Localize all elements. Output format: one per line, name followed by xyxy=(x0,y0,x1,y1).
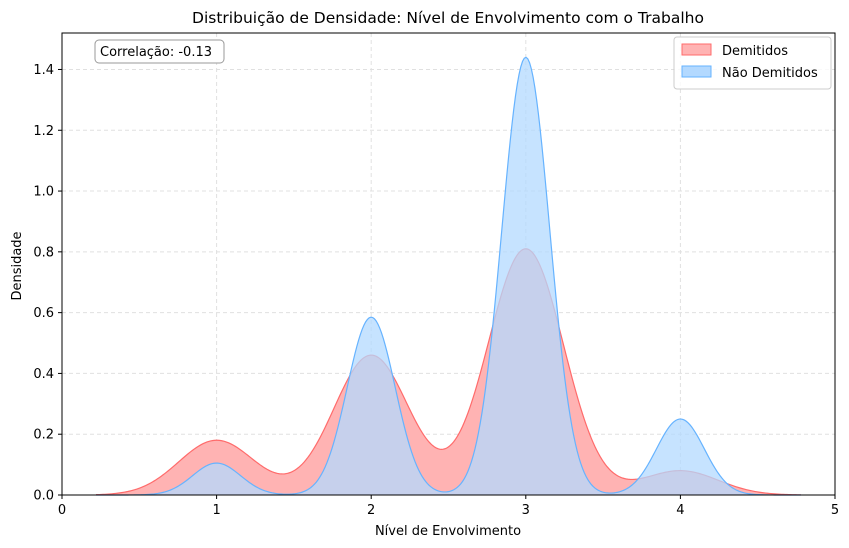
legend-label-nao-demitidos: Não Demitidos xyxy=(722,66,818,81)
y-tick-label: 0.8 xyxy=(33,245,54,260)
density-line-nao-demitidos xyxy=(96,56,801,496)
correlation-annotation: Correlação: -0.13 xyxy=(94,39,225,64)
y-axis-label: Densidade xyxy=(10,231,25,300)
x-tick-label: 0 xyxy=(58,503,66,518)
legend-swatch-demitidos xyxy=(681,43,712,56)
x-axis-label: Nível de Envolvimento xyxy=(375,524,521,539)
y-tick-label: 1.0 xyxy=(33,185,54,200)
y-tick-label: 0.0 xyxy=(33,489,54,504)
x-tick-label: 5 xyxy=(831,503,839,518)
y-tick-label: 0.2 xyxy=(33,428,54,443)
legend-label-demitidos: Demitidos xyxy=(722,44,788,59)
x-tick-label: 4 xyxy=(676,503,684,518)
legend-swatch-nao-demitidos xyxy=(681,65,712,78)
x-tick-label: 2 xyxy=(367,503,375,518)
y-tick-label: 1.4 xyxy=(33,63,54,78)
density-area-nao-demitidos xyxy=(96,57,801,496)
x-tick-label: 3 xyxy=(522,503,530,518)
chart-title: Distribuição de Densidade: Nível de Envo… xyxy=(192,9,704,27)
x-tick-label: 1 xyxy=(212,503,220,518)
plot-frame xyxy=(61,32,836,496)
y-tick-label: 1.2 xyxy=(33,124,54,139)
legend: Demitidos Não Demitidos xyxy=(673,36,832,90)
plot-area: 0 1 2 3 4 5 0.0 0.2 0.4 0.6 0.8 1.0 1.2 1.4 xyxy=(33,32,839,518)
correlation-text: Correlação: -0.13 xyxy=(100,45,212,60)
y-tick-label: 0.6 xyxy=(33,306,54,321)
y-tick-label: 0.4 xyxy=(33,367,54,382)
